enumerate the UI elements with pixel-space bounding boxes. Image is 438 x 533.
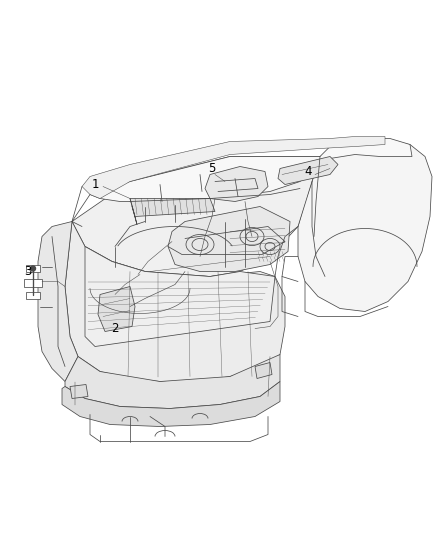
Polygon shape	[168, 206, 290, 271]
Polygon shape	[130, 198, 215, 216]
Polygon shape	[205, 166, 268, 201]
Polygon shape	[65, 354, 280, 408]
Polygon shape	[255, 362, 272, 378]
Text: 4: 4	[304, 165, 312, 178]
Polygon shape	[90, 139, 412, 201]
Polygon shape	[38, 222, 78, 382]
Polygon shape	[65, 222, 285, 382]
Text: 1: 1	[91, 178, 99, 191]
Polygon shape	[98, 287, 135, 332]
Polygon shape	[26, 292, 40, 298]
Polygon shape	[70, 384, 88, 399]
Polygon shape	[85, 246, 275, 346]
Circle shape	[31, 266, 35, 271]
Polygon shape	[26, 264, 40, 271]
Polygon shape	[298, 141, 432, 311]
Polygon shape	[62, 382, 280, 426]
Text: 3: 3	[25, 265, 32, 278]
Polygon shape	[278, 157, 338, 184]
Polygon shape	[24, 279, 42, 287]
Text: 2: 2	[111, 322, 119, 335]
Text: 5: 5	[208, 162, 215, 175]
Polygon shape	[82, 136, 385, 198]
Polygon shape	[72, 157, 320, 277]
